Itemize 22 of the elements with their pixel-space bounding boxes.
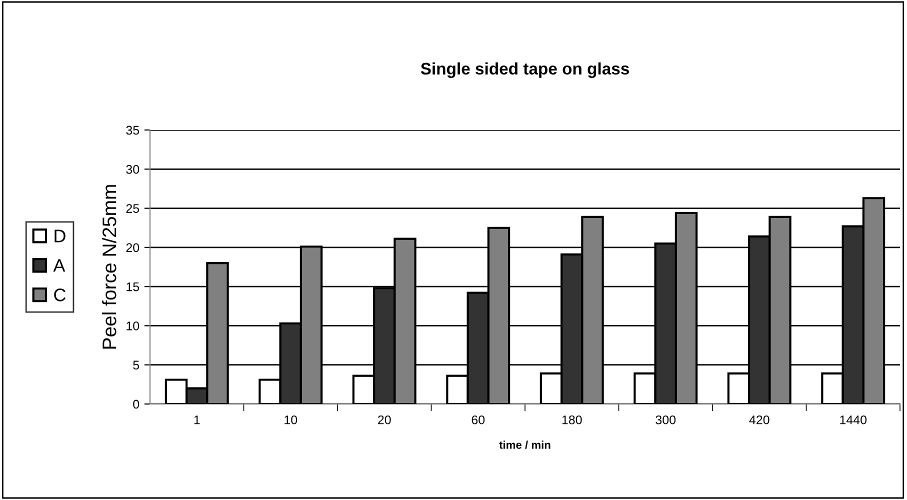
legend-label: A [53, 259, 66, 272]
y-tick-label: 35 [126, 126, 140, 135]
x-tick-label: 1 [194, 416, 200, 424]
y-tick-label: 20 [126, 243, 140, 252]
x-tick-label: 180 [562, 415, 582, 424]
y-tick-label: 15 [126, 282, 140, 292]
legend-label: C [54, 288, 66, 302]
x-tick-label: 60 [472, 415, 485, 424]
x-tick-label: 1440 [840, 415, 867, 424]
y-tick-label: 25 [126, 204, 140, 213]
y-axis-title: Peel force N/25mm [102, 185, 116, 349]
x-axis-title: time / min [499, 440, 550, 449]
x-tick-label: 420 [749, 415, 770, 424]
x-tick-label: 300 [656, 415, 676, 424]
y-tick-label: 30 [126, 164, 140, 174]
x-tick-label: 10 [284, 415, 298, 424]
y-tick-label: 5 [133, 360, 140, 370]
legend-label: D [54, 230, 66, 242]
x-tick-label: 20 [378, 415, 391, 424]
y-tick-label: 10 [126, 322, 140, 330]
y-tick-label: 0 [133, 400, 140, 409]
chart-title: Single sided tape on glass [420, 62, 629, 78]
